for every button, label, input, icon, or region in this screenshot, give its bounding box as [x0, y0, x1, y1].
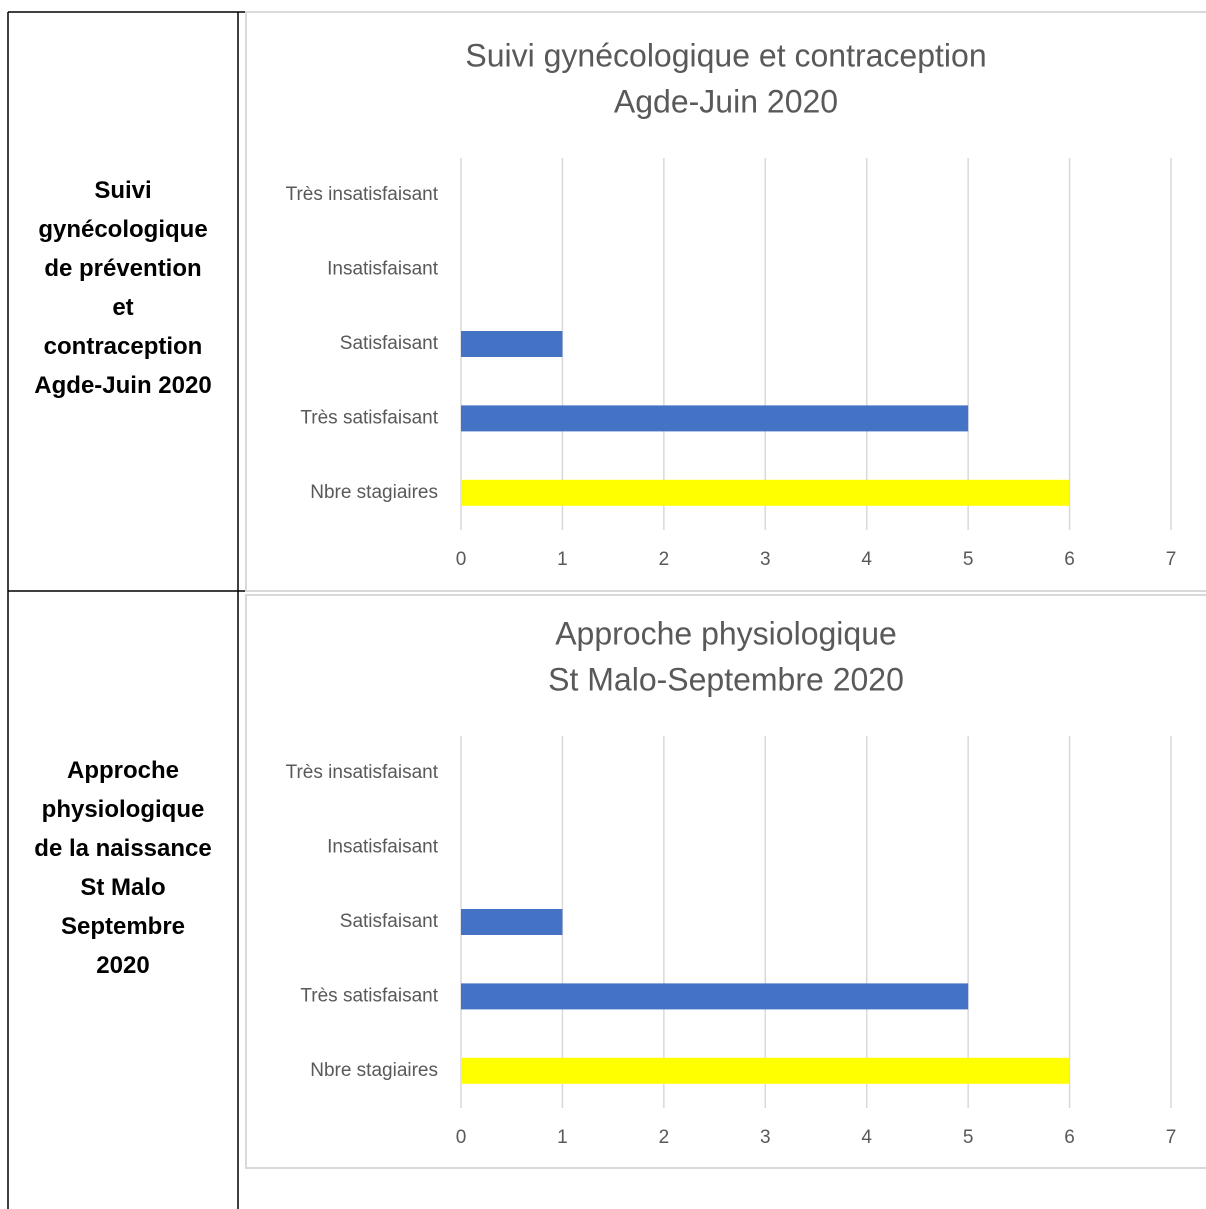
x-tick-label: 2: [659, 549, 670, 570]
category-label: Très satisfaisant: [300, 407, 438, 428]
x-tick-label: 3: [760, 1127, 771, 1148]
category-label: Très insatisfaisant: [286, 184, 439, 205]
category-label: Nbre stagiaires: [310, 1060, 438, 1081]
x-tick-label: 4: [861, 549, 872, 570]
x-tick-label: 1: [557, 1127, 568, 1148]
category-label: Très insatisfaisant: [286, 762, 439, 783]
chart-frame: [245, 594, 1206, 1169]
bar: [461, 1057, 1070, 1084]
row-label-line: gynécologique: [38, 216, 208, 243]
row-label-line: 2020: [96, 952, 150, 979]
chart-title: St Malo-Septembre 2020: [548, 661, 904, 697]
row-label-line: Septembre: [60, 913, 186, 940]
x-tick-label: 0: [456, 549, 467, 570]
row-label-line: St Malo: [80, 874, 166, 901]
row-label-line: contraception: [43, 333, 203, 360]
row-label-line: de prévention: [44, 255, 202, 282]
bar: [461, 983, 969, 1010]
category-label: Nbre stagiaires: [310, 482, 438, 503]
x-tick-label: 6: [1064, 549, 1075, 570]
row-label: Approche physiologique de la naissance St M…: [8, 751, 238, 985]
x-tick-label: 7: [1166, 1127, 1177, 1148]
row-label-line: de la naissance: [34, 835, 212, 862]
x-tick-label: 0: [456, 1127, 467, 1148]
bar: [461, 909, 563, 935]
x-tick-label: 4: [861, 1127, 872, 1148]
category-label: Satisfaisant: [340, 333, 439, 354]
row-label-line: physiologique: [41, 796, 205, 823]
row-label: Suivi gynécologique de prévention et contrac…: [8, 171, 238, 405]
bar: [461, 405, 969, 432]
row-label-line: Approche: [66, 757, 179, 784]
chart-title: Agde-Juin 2020: [614, 83, 838, 119]
row-label-line: Suivi: [94, 177, 152, 204]
category-label: Satisfaisant: [340, 911, 439, 932]
x-tick-label: 1: [557, 549, 568, 570]
x-tick-label: 3: [760, 549, 771, 570]
x-tick-label: 6: [1064, 1127, 1075, 1148]
bar: [461, 331, 563, 357]
row-label-line: Agde-Juin 2020: [34, 372, 212, 399]
x-tick-label: 2: [659, 1127, 670, 1148]
category-label: Très satisfaisant: [300, 985, 438, 1006]
x-tick-label: 7: [1166, 549, 1177, 570]
bar: [461, 479, 1070, 506]
chart-title: Approche physiologique: [555, 615, 897, 651]
chart-frame: [245, 11, 1206, 592]
category-label: Insatisfaisant: [327, 259, 439, 280]
x-tick-label: 5: [963, 1127, 974, 1148]
chart-title: Suivi gynécologique et contraception: [465, 37, 986, 73]
category-label: Insatisfaisant: [327, 837, 439, 858]
x-tick-label: 5: [963, 549, 974, 570]
row-label-line: et: [112, 294, 134, 321]
